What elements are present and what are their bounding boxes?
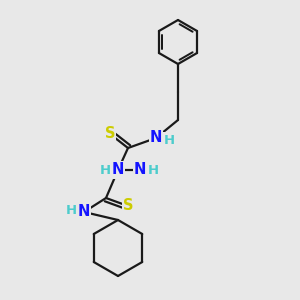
Text: S: S <box>123 199 133 214</box>
Text: N: N <box>78 205 90 220</box>
Text: N: N <box>134 163 146 178</box>
Text: H: H <box>65 203 76 217</box>
Text: H: H <box>147 164 159 178</box>
Text: N: N <box>150 130 162 146</box>
Text: H: H <box>164 134 175 146</box>
Text: N: N <box>112 163 124 178</box>
Text: H: H <box>99 164 111 178</box>
Text: S: S <box>105 127 115 142</box>
